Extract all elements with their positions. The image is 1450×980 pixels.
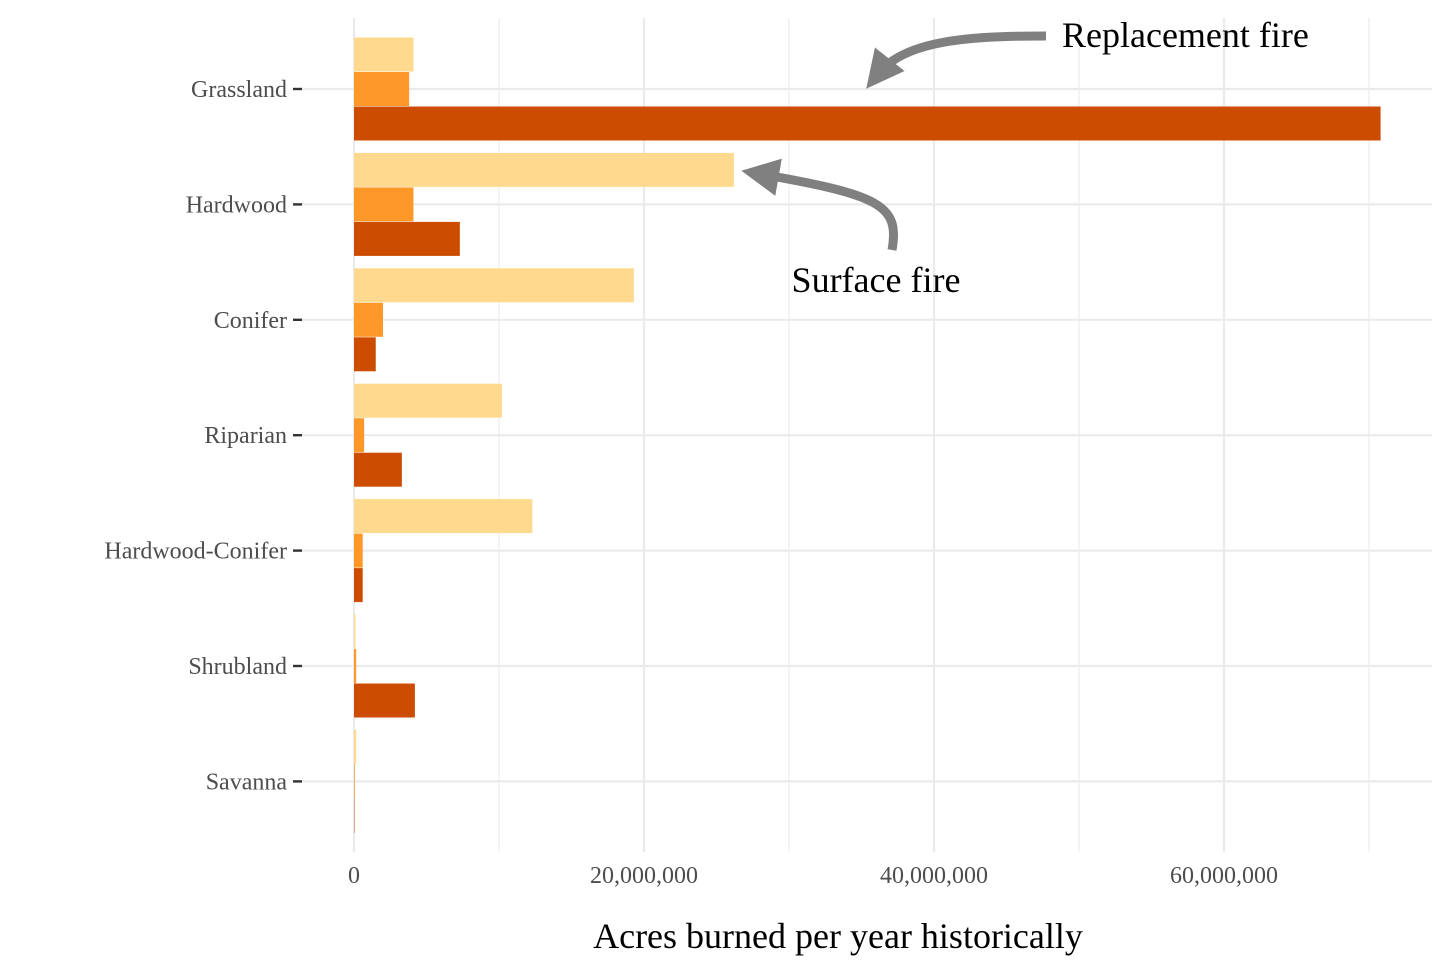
- bar-conifer-series-1: [354, 268, 634, 303]
- annotation-surface-fire: Surface fire: [741, 158, 961, 300]
- bar-riparian-series-3: [354, 452, 402, 487]
- bar-conifer-series-2: [354, 302, 383, 337]
- bar-hardwood-conifer-series-1: [354, 499, 533, 534]
- bar-hardwood-conifer-series-2: [354, 533, 363, 568]
- annotation-replacement-fire: Replacement fire: [866, 15, 1309, 89]
- category-label: Conifer: [214, 308, 287, 334]
- bars: [354, 37, 1381, 833]
- bar-hardwood-conifer-series-3: [354, 568, 363, 603]
- category-label: Shrubland: [188, 654, 287, 680]
- category-label: Hardwood-Conifer: [104, 539, 287, 565]
- bar-riparian-series-1: [354, 383, 502, 418]
- axis-labels: Grassland Hardwood Conifer Riparian Hardwood…: [104, 77, 1278, 889]
- x-tick-label: 40,000,000: [880, 863, 988, 889]
- x-tick-label: 0: [348, 863, 360, 889]
- surface-fire-label: Surface fire: [792, 260, 961, 300]
- bar-shrubland-series-2: [354, 649, 357, 683]
- surface-fire-arrow: [741, 158, 899, 251]
- x-axis-title: Acres burned per year historically: [593, 916, 1083, 956]
- bar-conifer-series-3: [354, 337, 376, 372]
- bar-riparian-series-2: [354, 418, 365, 453]
- x-tick-label: 60,000,000: [1170, 863, 1278, 889]
- bar-shrubland-series-1: [354, 614, 356, 649]
- bar-grassland-series-2: [354, 72, 410, 106]
- category-label: Hardwood: [186, 192, 287, 218]
- replacement-fire-arrow: [866, 31, 1047, 89]
- axis-ticks: [293, 87, 302, 783]
- category-label: Grassland: [191, 77, 287, 103]
- bar-grassland-series-3: [354, 106, 1381, 141]
- replacement-fire-label: Replacement fire: [1062, 15, 1309, 55]
- x-tick-label: 20,000,000: [590, 863, 698, 889]
- bar-hardwood-series-3: [354, 221, 460, 256]
- bar-savanna-series-1: [354, 729, 357, 764]
- grid-lines: [300, 18, 1432, 852]
- bar-hardwood-series-1: [354, 152, 734, 187]
- bar-savanna-series-2: [354, 764, 355, 799]
- category-label: Savanna: [206, 769, 288, 795]
- bar-shrubland-series-3: [354, 683, 415, 718]
- category-label: Riparian: [204, 423, 287, 449]
- bar-hardwood-series-2: [354, 187, 414, 222]
- bar-grassland-series-1: [354, 37, 414, 72]
